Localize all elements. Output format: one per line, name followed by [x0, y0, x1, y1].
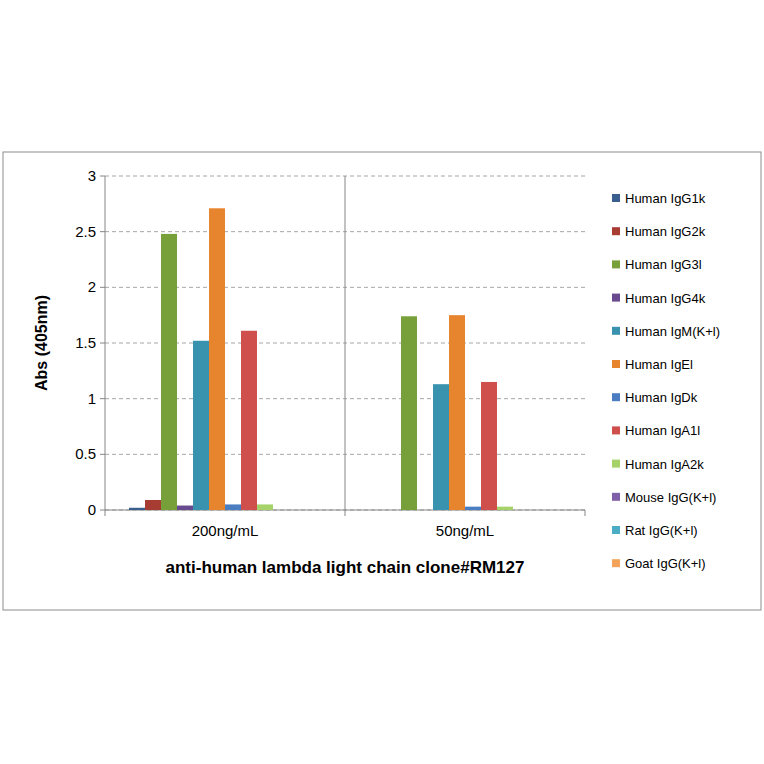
bar	[369, 510, 385, 511]
bar	[529, 510, 545, 511]
bar	[465, 507, 481, 510]
legend-label: Human IgM(K+l)	[625, 324, 720, 339]
tick-label: 0	[88, 501, 96, 518]
legend-swatch	[612, 327, 620, 335]
legend-label: Human IgG2k	[625, 224, 706, 239]
legend: Human IgG1k Human IgG2k Human IgG3l Human I…	[612, 191, 720, 571]
legend-label: Human IgA1l	[625, 423, 700, 438]
tick-mark	[100, 231, 105, 232]
bar	[305, 510, 321, 511]
bar	[225, 504, 241, 510]
bar	[161, 234, 177, 510]
tick-label: 1.5	[75, 334, 96, 351]
bar	[449, 315, 465, 510]
tick-mark	[100, 287, 105, 288]
tick-label: 0.5	[75, 445, 96, 462]
bar	[481, 382, 497, 510]
bar	[177, 506, 193, 510]
bar	[273, 510, 289, 511]
bar	[209, 208, 225, 510]
tick-mark	[100, 510, 105, 511]
bar	[129, 508, 145, 510]
bar	[385, 510, 401, 511]
x-axis-title: anti-human lambda light chain clone#RM12…	[166, 558, 525, 577]
tick-mark	[100, 398, 105, 399]
y-axis-title: Abs (405nm)	[33, 295, 50, 391]
legend-swatch	[612, 360, 620, 368]
legend-swatch	[612, 460, 620, 468]
legend-swatch	[612, 559, 620, 567]
tick-label: 3	[88, 167, 96, 184]
legend-swatch	[612, 493, 620, 501]
bar	[497, 507, 513, 510]
bar	[417, 510, 433, 511]
y-axis	[105, 176, 106, 510]
bar	[401, 316, 417, 510]
tick-label: 1	[88, 390, 96, 407]
legend-label: Human IgG3l	[625, 257, 702, 272]
legend-swatch	[612, 194, 620, 202]
legend-swatch	[612, 294, 620, 302]
category-label: 200ng/mL	[192, 522, 259, 539]
tick-mark	[100, 343, 105, 344]
legend-label: Human IgG4k	[625, 291, 706, 306]
bar	[257, 504, 273, 510]
tick-mark	[100, 176, 105, 177]
legend-label: Goat IgG(K+l)	[625, 556, 706, 571]
legend-label: Mouse IgG(K+l)	[625, 490, 716, 505]
legend-swatch	[612, 426, 620, 434]
legend-label: Human IgEl	[625, 357, 693, 372]
bar	[241, 331, 257, 510]
legend-swatch	[612, 260, 620, 268]
bar	[513, 510, 529, 511]
category-divider	[105, 510, 106, 516]
legend-label: Human IgDk	[625, 390, 698, 405]
legend-label: Human IgA2k	[625, 457, 704, 472]
legend-swatch	[612, 526, 620, 534]
bars	[129, 208, 513, 510]
bar	[289, 510, 305, 511]
bar	[545, 510, 561, 511]
tick-label: 2	[88, 278, 96, 295]
legend-swatch	[612, 227, 620, 235]
tick-label: 2.5	[75, 223, 96, 240]
legend-label: Rat IgG(K+l)	[625, 523, 698, 538]
tick-mark	[100, 454, 105, 455]
chart-frame	[3, 152, 761, 610]
bar	[145, 500, 161, 510]
legend-label: Human IgG1k	[625, 191, 706, 206]
legend-swatch	[612, 393, 620, 401]
category-divider	[585, 510, 586, 516]
bar	[433, 384, 449, 510]
chart: 0 0.5 1 1.5 2 2.5 3 200ng/mL 50ng/mL Abs (405nm) a…	[0, 0, 764, 764]
category-divider	[345, 176, 346, 516]
bar	[193, 341, 209, 510]
category-label: 50ng/mL	[436, 522, 494, 539]
